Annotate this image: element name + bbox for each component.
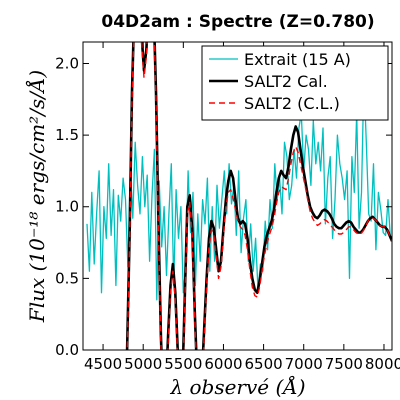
x-tick-label: 7500 bbox=[325, 355, 363, 373]
chart-title: 04D2am : Spectre (Z=0.780) bbox=[101, 12, 374, 32]
legend: Extrait (15 A) SALT2 Cal. SALT2 (C.L.) bbox=[201, 45, 389, 121]
x-tick-label: 6000 bbox=[204, 355, 242, 373]
x-tick-label: 5500 bbox=[164, 355, 202, 373]
x-tick-label: 5000 bbox=[124, 355, 162, 373]
legend-label-3: SALT2 (C.L.) bbox=[244, 94, 340, 113]
series-layer bbox=[86, 42, 392, 350]
series-line-2 bbox=[125, 42, 392, 350]
x-axis-label: λ observé (Å) bbox=[169, 374, 305, 399]
y-tick-label: 1.0 bbox=[55, 198, 79, 216]
legend-box bbox=[201, 45, 389, 121]
x-tick-label: 4500 bbox=[84, 355, 122, 373]
y-tick-label: 2.0 bbox=[55, 54, 79, 72]
plot-frame bbox=[82, 41, 393, 351]
y-tick-label: 0.5 bbox=[55, 269, 79, 287]
ticks-layer: 4500 5000 5500 6000 6500 7000 7500 8000 0.0 0.5 1.… bbox=[55, 42, 400, 373]
series-line-3 bbox=[126, 42, 392, 350]
y-axis-label: Flux (10⁻¹⁸ ergs/cm²/s/Å) bbox=[24, 70, 49, 323]
legend-label-2: SALT2 Cal. bbox=[244, 72, 328, 91]
x-tick-label: 6500 bbox=[244, 355, 282, 373]
x-tick-label: 8000 bbox=[365, 355, 400, 373]
x-tick-label: 7000 bbox=[285, 355, 323, 373]
series-line-1 bbox=[86, 77, 392, 301]
y-tick-label: 1.5 bbox=[55, 126, 79, 144]
y-tick-label: 0.0 bbox=[55, 341, 79, 359]
legend-label-1: Extrait (15 A) bbox=[244, 50, 351, 69]
